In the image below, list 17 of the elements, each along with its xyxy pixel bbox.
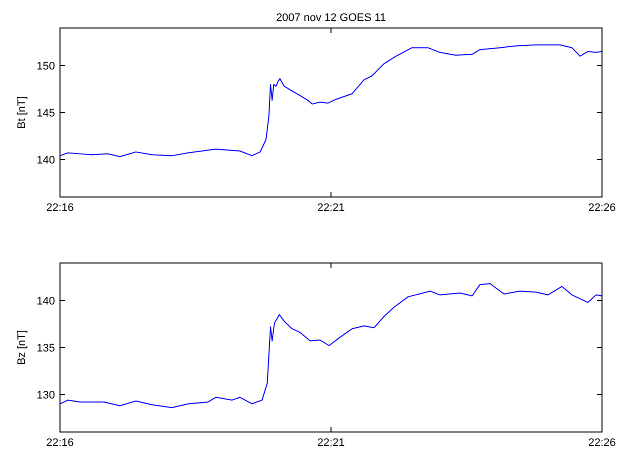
x-tick-label: 22:16 [46,202,74,214]
line-series [60,283,602,408]
x-tick-label: 22:26 [588,437,616,449]
line-series [60,44,602,158]
y-tick-label: 150 [36,60,55,73]
y-tick-label: 130 [36,389,55,402]
x-tick-label: 22:16 [46,437,74,449]
chart-title: 2007 nov 12 GOES 11 [276,12,386,24]
y-axis-title: Bz [nT] [16,330,28,365]
x-tick-label: 22:21 [317,202,345,214]
y-axis-title: Bt [nT] [16,96,28,129]
y-tick-label: 140 [36,296,55,308]
y-tick-label: 135 [36,342,55,354]
x-tick-label: 22:26 [588,202,616,214]
y-tick-label: 140 [36,154,55,166]
x-tick-label: 22:21 [317,437,345,449]
y-tick-label: 145 [36,108,55,120]
